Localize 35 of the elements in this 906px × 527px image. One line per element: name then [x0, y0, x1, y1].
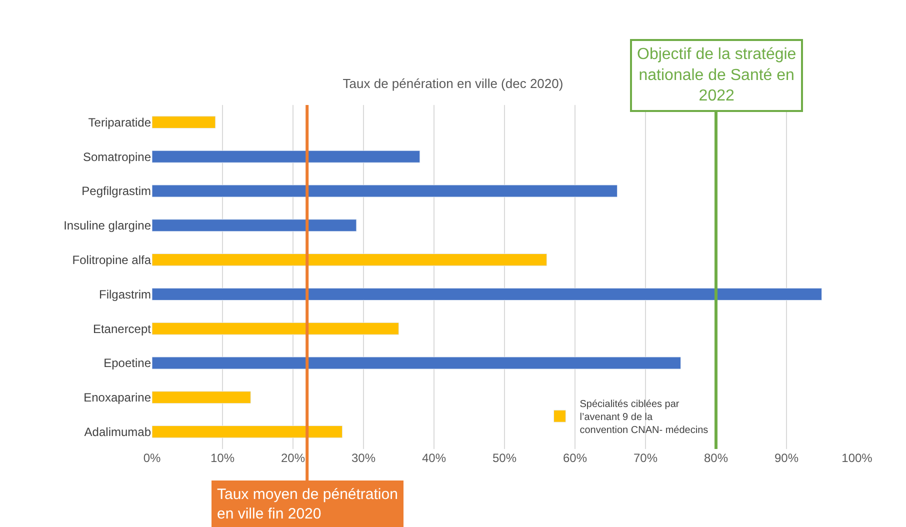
bar [152, 254, 548, 266]
x-tick-label: 0% [143, 451, 161, 465]
chart-title: Taux de pénération en ville (dec 2020) [342, 76, 564, 92]
y-tick-label: Filgastrim [98, 287, 151, 302]
x-tick-label: 90% [774, 451, 799, 465]
x-tick-label: 100% [842, 451, 873, 465]
y-tick-label: Folitropine alfa [72, 253, 152, 267]
x-tick-label: 50% [492, 451, 517, 465]
y-tick-label: Somatropine [82, 150, 152, 164]
bar [152, 288, 822, 300]
bar [152, 219, 357, 232]
x-tick-label: 70% [633, 451, 658, 465]
bar [152, 116, 216, 128]
y-tick-label: Teriparatide [88, 115, 152, 130]
x-tick-label: 60% [562, 451, 588, 465]
y-tick-label: Etanercept [92, 322, 152, 336]
legend-label: Spécialités ciblées par l’avenant 9 de la convention CNAN- médecins [580, 399, 708, 436]
bar [152, 426, 343, 438]
y-tick-label: Enoxaparine [84, 390, 152, 405]
y-tick-label: Adalimumab [84, 425, 152, 439]
x-tick-label: 20% [280, 451, 306, 465]
ref-line-label: Objectif de la stratégie nationale de Santé en 2022 [637, 46, 796, 105]
x-tick-label: 80% [704, 451, 728, 465]
bar [152, 322, 399, 335]
x-tick-label: 10% [210, 451, 235, 465]
y-tick-label: Epoetine [104, 356, 152, 370]
bar [152, 184, 618, 198]
x-tick-label: 30% [351, 451, 376, 465]
bar [152, 356, 681, 370]
ref-line-label: Taux moyen de pénétration en ville fin 2020 [217, 486, 398, 522]
x-tick-label: 40% [422, 451, 446, 465]
bar [152, 391, 251, 404]
y-tick-label: Insuline glargine [64, 218, 152, 233]
y-tick-label: Pegfilgrastim [82, 184, 151, 198]
bar [152, 150, 420, 163]
